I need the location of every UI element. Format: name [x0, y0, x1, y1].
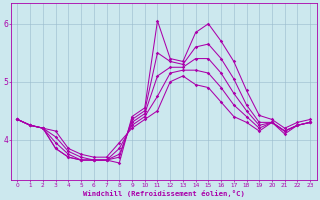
X-axis label: Windchill (Refroidissement éolien,°C): Windchill (Refroidissement éolien,°C)	[83, 190, 245, 197]
